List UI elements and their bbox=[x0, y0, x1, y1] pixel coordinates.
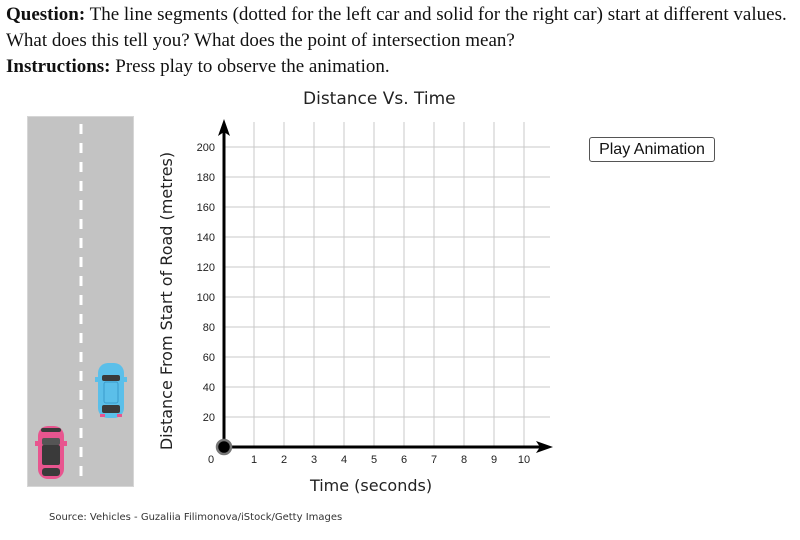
svg-text:6: 6 bbox=[401, 454, 407, 466]
question-text: Question: The line segments (dotted for … bbox=[6, 2, 796, 54]
svg-text:200: 200 bbox=[197, 142, 215, 154]
origin-point[interactable] bbox=[215, 438, 233, 456]
svg-text:1: 1 bbox=[251, 454, 257, 466]
svg-text:40: 40 bbox=[203, 382, 215, 394]
svg-text:180: 180 bbox=[197, 172, 215, 184]
svg-text:2: 2 bbox=[281, 454, 287, 466]
svg-text:5: 5 bbox=[371, 454, 377, 466]
svg-text:120: 120 bbox=[197, 262, 215, 274]
y-axis-label: Distance From Start of Road (metres) bbox=[157, 152, 176, 450]
x-axis-label: Time (seconds) bbox=[309, 476, 432, 495]
y-tick-labels: 200 180 160 140 120 100 80 60 40 20 bbox=[197, 142, 215, 424]
svg-text:100: 100 bbox=[197, 292, 215, 304]
svg-text:7: 7 bbox=[431, 454, 437, 466]
x-tick-labels: 0 1 2 3 4 5 6 7 8 9 10 bbox=[208, 454, 530, 466]
question-label: Question: bbox=[6, 4, 86, 25]
instructions-text: Instructions: Press play to observe the … bbox=[6, 54, 796, 80]
chart-title: Distance Vs. Time bbox=[303, 89, 456, 109]
instructions-label: Instructions: bbox=[6, 56, 111, 77]
question-block: Question: The line segments (dotted for … bbox=[6, 2, 796, 80]
svg-text:4: 4 bbox=[341, 454, 347, 466]
svg-text:10: 10 bbox=[518, 454, 530, 466]
svg-text:8: 8 bbox=[461, 454, 467, 466]
source-credit: Source: Vehicles - Guzaliia Filimonova/i… bbox=[49, 512, 343, 523]
svg-text:60: 60 bbox=[203, 352, 215, 364]
svg-text:0: 0 bbox=[208, 454, 214, 466]
play-animation-button[interactable]: Play Animation bbox=[589, 137, 715, 162]
x-axis-arrow-icon bbox=[536, 441, 553, 453]
chart-axes bbox=[218, 119, 553, 453]
question-body: The line segments (dotted for the left c… bbox=[6, 4, 787, 51]
svg-text:160: 160 bbox=[197, 202, 215, 214]
svg-text:3: 3 bbox=[311, 454, 317, 466]
svg-text:9: 9 bbox=[491, 454, 497, 466]
left-car-icon bbox=[35, 426, 67, 479]
svg-text:80: 80 bbox=[203, 322, 215, 334]
chart-grid bbox=[224, 122, 550, 447]
svg-text:140: 140 bbox=[197, 232, 215, 244]
instructions-body: Press play to observe the animation. bbox=[110, 56, 390, 77]
right-car-icon bbox=[95, 363, 127, 418]
svg-text:20: 20 bbox=[203, 412, 215, 424]
y-axis-arrow-icon bbox=[218, 119, 230, 136]
